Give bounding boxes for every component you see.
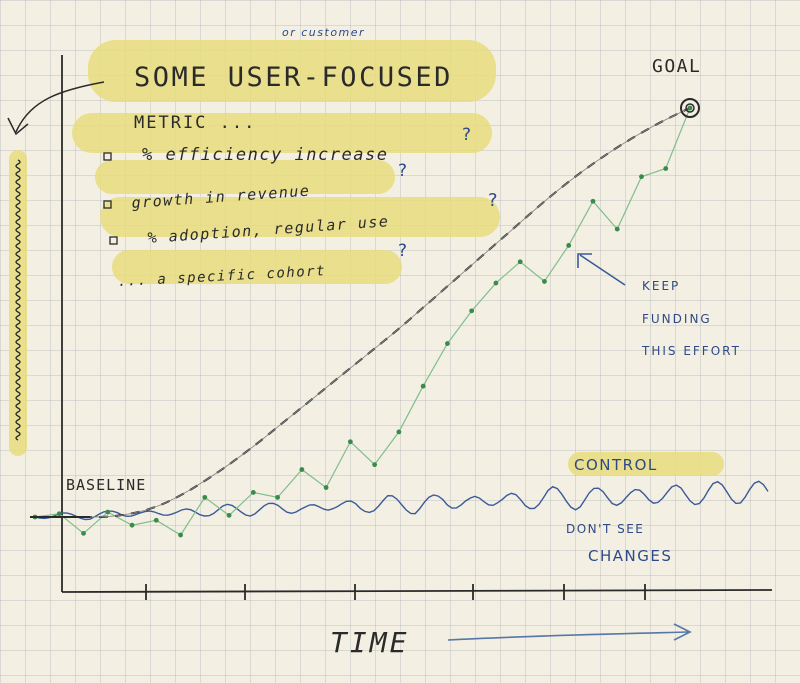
green-series-point <box>469 308 475 314</box>
keep-funding-note: KEEP FUNDING THIS EFFORT <box>641 279 741 358</box>
green-series-point <box>445 341 450 346</box>
customer-note: or customer <box>282 26 365 39</box>
green-series-point <box>299 467 305 472</box>
y-axis-squiggle <box>15 159 21 441</box>
highlighter-strokes <box>9 40 724 476</box>
bullet-checkbox <box>103 152 112 161</box>
green-series-point <box>347 439 353 445</box>
green-series-point <box>178 532 183 538</box>
green-series-point <box>250 490 256 495</box>
goal-circle <box>680 98 700 118</box>
curved-arrow <box>15 81 105 133</box>
headline: SOME USER-FOCUSED <box>134 62 453 93</box>
green-series-point <box>56 511 62 517</box>
metric-label: METRIC ... <box>134 113 256 133</box>
time-arrow <box>447 631 689 641</box>
green-series-point <box>639 174 644 180</box>
green-series-point <box>396 429 402 435</box>
bullet-efficiency: % efficiency increase <box>142 145 388 165</box>
green-series-point <box>323 485 329 490</box>
green-series-point <box>81 530 86 536</box>
keep-funding-line2: FUNDING <box>642 312 712 326</box>
time-arrow-head <box>673 623 692 641</box>
x-axis <box>61 589 773 593</box>
keep-funding-line1: KEEP <box>642 279 680 293</box>
green-series-point <box>614 226 620 232</box>
keep-funding-arrow-head <box>577 253 592 268</box>
question-mark: ? <box>462 125 471 145</box>
keep-funding-line3: THIS EFFORT <box>641 344 741 358</box>
green-series-point <box>372 462 378 468</box>
dont-see-line1: DON'T SEE <box>566 522 644 536</box>
bullet-checkbox <box>103 200 112 209</box>
question-mark: ? <box>398 241 407 261</box>
x-axis-ticks <box>145 584 646 600</box>
keep-funding-arrow <box>579 254 626 286</box>
dont-see-note: DON'T SEE CHANGES <box>566 522 672 565</box>
green-series-point <box>202 494 208 500</box>
green-series-line <box>34 107 691 536</box>
green-series-point <box>275 494 280 500</box>
green-series-point <box>542 279 547 284</box>
green-series-point <box>493 280 499 286</box>
green-series-point <box>687 105 693 111</box>
baseline-label: BASELINE <box>66 476 146 494</box>
curved-arrow-head <box>7 117 29 136</box>
green-series-point <box>153 517 159 523</box>
green-series-point <box>566 243 572 248</box>
question-mark: ? <box>398 161 407 181</box>
green-series-point <box>590 198 596 204</box>
green-series-point <box>105 509 111 515</box>
green-series-point <box>226 512 232 518</box>
x-axis-label: TIME <box>330 626 409 659</box>
goal-circle-inner <box>685 103 695 113</box>
dont-see-line2: CHANGES <box>588 547 672 565</box>
control-series-line <box>34 480 769 521</box>
control-label: CONTROL <box>574 456 658 474</box>
green-series-point <box>663 166 669 171</box>
green-series-point <box>129 522 135 528</box>
question-mark: ? <box>488 190 498 211</box>
green-series-point <box>517 259 523 265</box>
green-series-point <box>420 383 426 389</box>
target-smooth-curve <box>35 107 691 518</box>
bullet-checkbox <box>109 236 118 245</box>
goal-label: GOAL <box>652 56 701 77</box>
